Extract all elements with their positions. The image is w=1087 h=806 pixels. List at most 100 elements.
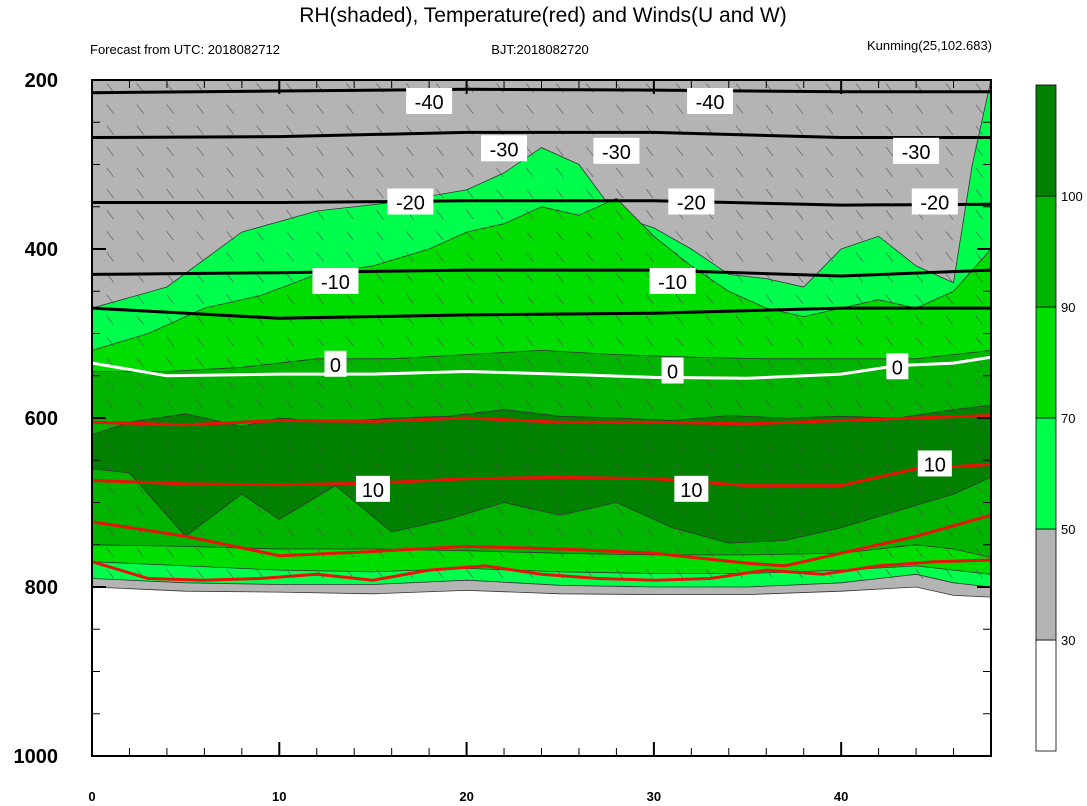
wind-barb-174	[825, 188, 834, 199]
station-label: Kunming(25,102.683)	[867, 38, 992, 53]
wind-barb-424	[226, 379, 234, 389]
wind-barb-645	[555, 526, 564, 537]
wind-barb-119	[975, 146, 983, 157]
wind-barb-504	[825, 421, 834, 431]
wind-barb-255	[555, 252, 564, 262]
wind-barb-355	[855, 315, 864, 326]
wind-barb-142	[765, 167, 774, 178]
wind-barb-114	[825, 146, 834, 157]
wind-barb-388	[945, 336, 954, 347]
wind-barb-422	[166, 379, 174, 389]
wind-barb-364	[226, 336, 234, 347]
contour-label-bg-13	[355, 475, 390, 502]
contour-label-13: 10	[362, 480, 384, 502]
wind-barb-513	[196, 442, 204, 452]
wind-barb-716	[885, 569, 894, 579]
wind-barb-322	[765, 294, 774, 304]
wind-barb-536	[885, 442, 894, 452]
wind-barb-615	[555, 505, 564, 516]
wind-barb-456	[286, 400, 294, 410]
wind-barb-672	[466, 548, 474, 558]
wind-barb-319	[675, 294, 684, 304]
wind-barb-603	[196, 505, 204, 516]
wind-barb-380	[705, 336, 714, 347]
wind-barb-305	[256, 294, 264, 304]
wind-barb-328	[945, 294, 954, 304]
wind-barbs	[106, 83, 983, 579]
wind-barb-521	[436, 442, 444, 452]
wind-barb-420	[106, 379, 114, 389]
wind-barb-354	[825, 315, 834, 326]
colorbar-label-0: 30	[1061, 633, 1075, 648]
wind-barb-558	[645, 463, 654, 473]
wind-barb-171	[735, 188, 744, 199]
wind-barb-478	[945, 400, 954, 410]
wind-barb-575	[256, 484, 264, 495]
wind-barb-63	[196, 125, 204, 135]
wind-barb-654	[825, 526, 834, 537]
wind-barb-341	[436, 315, 444, 326]
wind-barb-664	[226, 548, 234, 558]
wind-barb-205	[855, 210, 864, 220]
wind-barb-402	[466, 357, 474, 368]
wind-barb-258	[645, 252, 654, 262]
colorbar-swatch-0	[1035, 639, 1057, 752]
wind-barb-375	[555, 336, 564, 347]
wind-barb-233	[795, 231, 804, 241]
wind-barb-87	[915, 125, 924, 135]
wind-barb-246	[286, 252, 294, 262]
wind-barb-194	[526, 210, 534, 220]
contour-label-bg-14	[674, 475, 709, 502]
wind-barb-383	[795, 336, 804, 347]
wind-barb-163	[496, 188, 504, 199]
wind-barb-125	[256, 167, 264, 178]
wind-barb-82	[765, 125, 774, 135]
wind-barb-467	[615, 400, 624, 410]
wind-barb-622	[765, 505, 774, 516]
wind-barb-297	[915, 273, 924, 283]
wind-barb-304	[226, 294, 234, 304]
contour-label-11: 0	[667, 362, 678, 384]
wind-barb-443	[795, 379, 804, 389]
wind-barb-359	[975, 315, 983, 326]
wind-barb-151	[136, 188, 144, 199]
wind-barb-260	[705, 252, 714, 262]
wind-barb-577	[316, 484, 324, 495]
wind-barb-531	[735, 442, 744, 452]
wind-barb-56	[885, 104, 894, 114]
wind-barb-374	[526, 336, 534, 347]
wind-barb-128	[346, 167, 354, 178]
wind-barb-421	[136, 379, 144, 389]
wind-barb-457	[316, 400, 324, 410]
wind-barb-227	[615, 231, 624, 241]
wind-barb-221	[436, 231, 444, 241]
wind-barb-47	[615, 104, 624, 114]
wind-barb-386	[885, 336, 894, 347]
wind-barb-124	[226, 167, 234, 178]
wind-barb-140	[705, 167, 714, 178]
contour-label-2: -30	[602, 142, 631, 164]
contour-label-bg-9	[649, 267, 696, 294]
wind-barb-164	[526, 188, 534, 199]
contour-label-12: 0	[892, 357, 903, 379]
wind-barb-391	[136, 357, 144, 368]
y-tick-label-3: 800	[25, 577, 58, 599]
wind-barb-93	[196, 146, 204, 157]
wind-barb-587	[615, 484, 624, 495]
wind-barb-122	[166, 167, 174, 178]
wind-barb-94	[226, 146, 234, 157]
wind-barb-365	[256, 336, 264, 347]
wind-barb-535	[855, 442, 864, 452]
wind-barb-158	[346, 188, 354, 199]
wind-barb-396	[286, 357, 294, 368]
wind-barb-210	[106, 231, 114, 241]
wind-barb-406	[585, 357, 594, 368]
wind-barb-83	[795, 125, 804, 135]
wind-barb-350	[705, 315, 714, 326]
wind-barb-649	[675, 526, 684, 537]
contour-labels: -40 -30 -30 -20 -20 -30 -20 -40 -10 -10 0 0 0 10 10 10	[312, 87, 958, 502]
wind-barb-181	[136, 210, 144, 220]
wind-barb-566	[885, 463, 894, 473]
wind-barb-507	[915, 421, 924, 431]
wind-barb-44	[526, 104, 534, 114]
